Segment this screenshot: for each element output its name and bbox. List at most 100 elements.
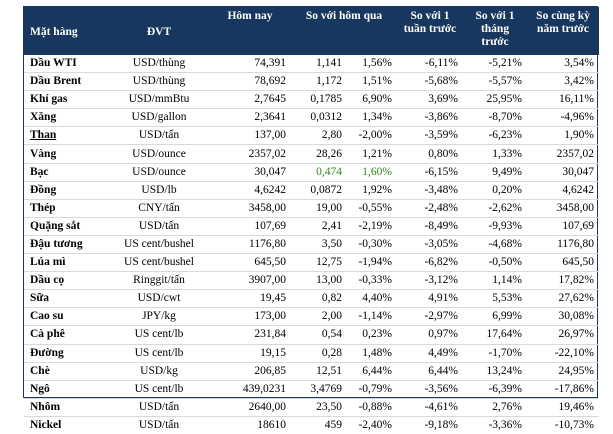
table-row: Chè USD/kg 206,85 12,51 6,44% 6,44% 13,24% 24,9… [24,362,600,381]
change-pct: 1,92% [347,181,398,200]
price-today: 4,6242 [209,181,291,200]
change-year: -22,10% [527,344,600,363]
header-unit: ĐVT [109,7,209,55]
change-abs: 12,75 [291,253,347,273]
change-week: -3,56% [397,380,464,399]
price-today: 2640,00 [209,398,291,417]
item-name: Chè [24,362,109,381]
change-year: 26,97% [527,325,600,345]
unit: USD/thùng [109,55,209,74]
change-pct: -2,00% [347,126,398,146]
table-row: Lúa mì US cent/bushel 645,50 12,75 -1,94% -6,… [24,253,600,273]
change-pct: 1,34% [347,108,398,128]
change-month: 0,20% [463,181,528,200]
change-month: -6,39% [463,380,528,399]
price-today: 74,391 [209,55,291,74]
unit: US cent/lb [109,325,209,345]
header-vs-yesterday: So với hôm qua [291,7,398,55]
unit: USD/mmBtu [109,90,209,110]
price-today: 30,047 [209,163,291,182]
unit: USD/tấn [138,418,180,431]
unit: US cent/lb [109,380,209,399]
change-month: -3,36% [488,418,523,431]
price-today: 18610 [257,418,286,431]
change-week: 6,44% [397,362,464,381]
change-month: 9,49% [463,163,528,182]
item-name: Cà phê [24,325,109,345]
change-week: -5,68% [397,72,464,92]
table-row: Than USD/tấn 137,00 2,80 -2,00% -3,59% -6,23% 1… [24,126,600,146]
item-name: Quặng sắt [24,217,109,236]
price-today: 19,15 [209,344,291,363]
header-item: Mặt hàng [24,7,109,55]
price-today: 645,50 [209,253,291,273]
item-name: Nhôm [24,398,109,417]
price-today: 206,85 [209,362,291,381]
price-today: 1176,80 [209,235,291,255]
item-name: Khí gas [24,90,109,110]
item-name: Xăng [24,108,109,128]
change-week: 0,97% [397,325,464,345]
change-abs: 2,80 [291,126,347,146]
unit: USD/lb [109,181,209,200]
unit: USD/ounce [109,163,209,182]
change-week: -2,97% [397,307,464,327]
table-row: Đồng USD/lb 4,6242 0,0872 1,92% -3,48% 0,20% 4,… [24,181,600,200]
table-row: Cao su JPY/kg 173,00 2,00 -1,14% -2,97% 6,99% 3… [24,307,600,327]
item-name: Than [24,126,109,146]
price-today: 3458,00 [209,199,291,218]
item-name: Dầu cọ [24,271,109,291]
unit: USD/tấn [109,126,209,146]
change-month: -6,23% [463,126,528,146]
table-row: Vàng USD/ounce 2357,02 28,26 1,21% 0,80% 1,33%… [24,144,600,164]
change-month: -4,68% [463,235,528,255]
change-year: -17,86% [527,380,600,399]
unit: CNY/tấn [109,199,209,218]
table-row: Dầu WTI USD/thùng 74,391 1,141 1,56% -6,11% -5… [24,55,600,74]
change-year: 30,08% [527,307,600,327]
change-year: 107,69 [527,217,600,236]
change-week: -6,82% [397,253,464,273]
price-today: 3907,00 [209,271,291,291]
unit: USD/gallon [109,108,209,128]
table-row: Ngô US cent/lb 439,0231 3,4769 -0,79% -3,56% -… [24,380,600,399]
price-today: 173,00 [209,307,291,327]
change-week: -3,12% [397,271,464,291]
price-today: 78,692 [209,72,291,92]
item-name: Vàng [24,144,109,164]
price-today: 439,0231 [209,380,291,399]
change-week: -8,49% [397,217,464,236]
change-abs: 459 [324,418,342,431]
table-row: Dầu Brent USD/thùng 78,692 1,172 1,51% -5,68%… [24,72,600,92]
table-row: Bạc USD/ounce 30,047 0,474 1,60% -6,15% 9,49% 3… [24,163,600,182]
item-name: Bạc [24,163,109,182]
table-row: Dầu cọ Ringgit/tấn 3907,00 13,00 -0,33% -3,12… [24,271,600,291]
change-abs: 2,41 [291,217,347,236]
change-year: 3,42% [527,72,600,92]
change-year: 1,90% [527,126,600,146]
unit: Ringgit/tấn [109,271,209,291]
table-row: Đậu tương US cent/bushel 1176,80 3,50 -0,30%… [24,235,600,255]
change-month: -0,50% [463,253,528,273]
item-name: Ngô [24,380,109,399]
commodity-price-table: Mặt hàng ĐVT Hôm nay So với hôm qua So v… [24,7,600,434]
change-year: 3,54% [527,55,600,74]
change-abs: 0,82 [291,289,347,309]
change-week: 4,49% [397,344,464,363]
change-week: 3,69% [397,90,464,110]
unit: USD/tấn [109,398,209,417]
price-today: 2,7645 [209,90,291,110]
unit: USD/cwt [109,289,209,309]
price-today: 2357,02 [209,144,291,164]
table-row: Cà phê US cent/lb 231,84 0,54 0,23% 0,97% 17,6… [24,325,600,345]
change-year: 19,46% [527,398,600,417]
change-abs: 0,474 [291,163,347,182]
unit: USD/tấn [109,217,209,236]
unit: US cent/bushel [109,235,209,255]
change-pct: -1,14% [347,307,398,327]
change-abs: 3,4769 [291,380,347,399]
change-month: -9,93% [463,217,528,236]
unit: USD/thùng [109,72,209,92]
change-month: -5,57% [463,72,528,92]
change-week: -9,18% [424,418,459,431]
